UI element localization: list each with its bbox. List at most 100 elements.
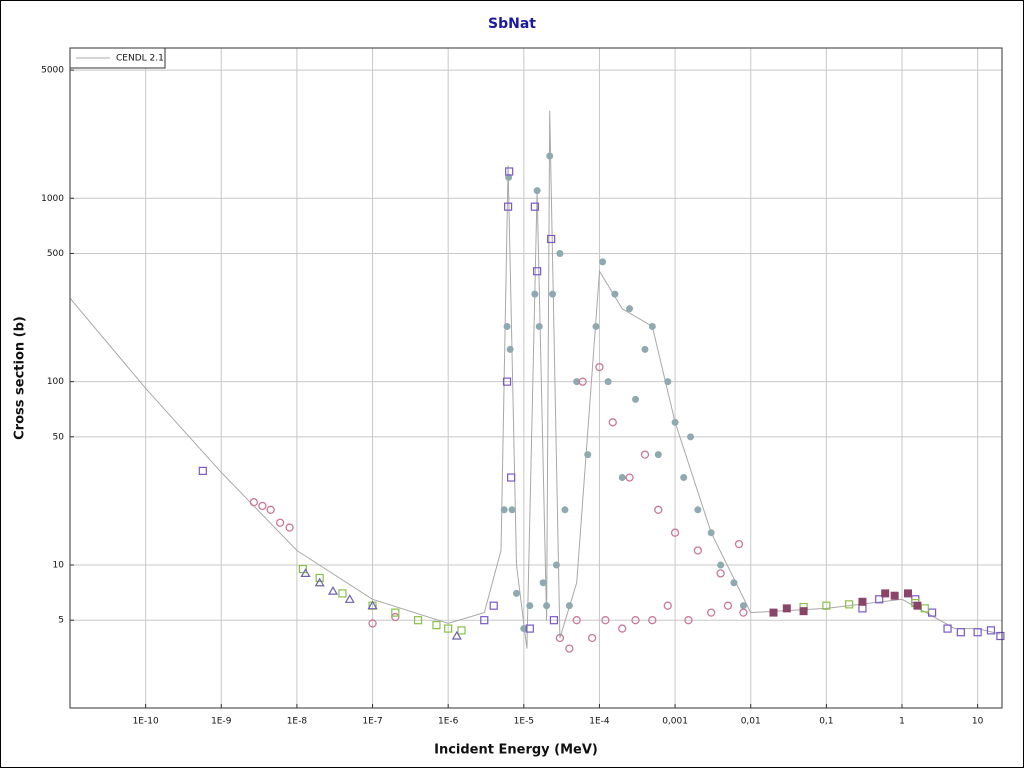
x-tick-label: 1E-7 — [362, 717, 382, 727]
data-point — [561, 506, 569, 514]
data-point — [565, 602, 573, 610]
data-point — [604, 378, 612, 386]
x-tick-label: 10 — [972, 717, 984, 727]
data-point — [626, 305, 634, 313]
legend: CENDL 2.1 — [69, 47, 166, 69]
data-point — [693, 546, 703, 555]
data-point — [525, 624, 534, 633]
x-tick-label: 1E-6 — [438, 717, 459, 727]
data-point — [533, 267, 542, 276]
data-point — [730, 579, 738, 587]
data-point — [314, 577, 325, 587]
x-tick-label: 1E-5 — [514, 717, 534, 727]
data-point — [572, 616, 581, 625]
data-point — [684, 616, 693, 625]
data-point — [549, 290, 557, 298]
data-point — [996, 631, 1005, 641]
y-tick-label: 500 — [47, 249, 64, 259]
data-point — [648, 616, 657, 625]
x-tick-label: 1E-4 — [589, 717, 610, 727]
y-tick-label: 1000 — [41, 194, 64, 204]
data-point — [913, 601, 922, 610]
data-point — [881, 589, 890, 598]
y-axis-label: Cross section (b) — [13, 316, 28, 440]
x-tick-label: 1 — [899, 717, 905, 727]
data-point — [338, 589, 347, 598]
data-point — [327, 585, 339, 595]
chart-title: SbNat — [488, 16, 536, 32]
data-point — [618, 474, 626, 482]
data-point — [648, 322, 656, 330]
data-point — [530, 202, 539, 211]
data-point — [663, 601, 672, 610]
data-point — [533, 187, 541, 195]
x-tick-label: 1E-9 — [211, 717, 232, 727]
data-point — [943, 624, 952, 633]
y-tick-label: 5000 — [41, 66, 64, 76]
data-point — [543, 602, 551, 610]
data-point — [723, 601, 733, 610]
data-point — [654, 505, 663, 514]
data-point — [608, 418, 617, 427]
data-point — [631, 616, 640, 625]
data-point — [285, 523, 294, 532]
data-point — [502, 377, 512, 386]
x-tick-label: 1E-8 — [287, 717, 308, 727]
data-point — [547, 234, 556, 244]
data-point — [680, 474, 688, 482]
data-point — [822, 601, 831, 610]
data-point — [300, 568, 311, 577]
data-point — [506, 345, 514, 353]
data-point — [535, 322, 543, 330]
data-point — [858, 597, 867, 606]
data-point — [526, 602, 534, 610]
data-point — [799, 607, 808, 616]
data-point — [717, 561, 725, 569]
data-point — [520, 625, 528, 633]
y-tick-label: 5 — [58, 616, 64, 626]
data-point — [505, 173, 513, 181]
data-point — [531, 290, 539, 298]
data-point — [632, 395, 640, 403]
data-point — [875, 595, 884, 604]
data-point — [739, 608, 748, 617]
data-point — [413, 616, 423, 625]
data-point — [539, 579, 547, 587]
data-point — [546, 152, 554, 160]
data-point — [592, 322, 600, 330]
data-point — [903, 589, 912, 598]
data-point — [489, 601, 498, 610]
data-point — [505, 167, 514, 176]
data-point — [315, 573, 324, 583]
plot-border — [69, 47, 1003, 709]
data-point — [654, 451, 662, 459]
data-point — [451, 630, 462, 640]
data-point — [368, 619, 377, 628]
data-point — [391, 612, 400, 622]
data-point — [578, 377, 587, 386]
data-point — [367, 600, 378, 610]
data-point — [640, 450, 650, 459]
legend-box — [69, 47, 166, 69]
data-point — [641, 345, 649, 353]
data-point — [670, 528, 680, 537]
data-point — [503, 322, 511, 330]
data-point — [512, 589, 520, 597]
ticks: 1E-10 1E-9 1E-8 1E-7 1E-6 1E-5 1E-4 0,001 0,01 0,… — [41, 66, 984, 727]
x-tick-label: 0,001 — [662, 717, 688, 727]
data-point — [625, 473, 634, 482]
data-point — [549, 616, 559, 625]
legend-label: CENDL 2.1 — [116, 54, 164, 64]
x-tick-label: 0,01 — [741, 717, 761, 727]
data-point — [601, 616, 610, 625]
data-point — [890, 591, 899, 600]
data-point — [258, 501, 267, 511]
y-tick-label: 10 — [53, 560, 65, 570]
data-point — [687, 433, 695, 441]
data-point — [973, 628, 982, 637]
data-point — [457, 626, 466, 635]
data-point — [739, 602, 747, 610]
data-point — [500, 506, 508, 514]
data-point — [716, 569, 725, 578]
